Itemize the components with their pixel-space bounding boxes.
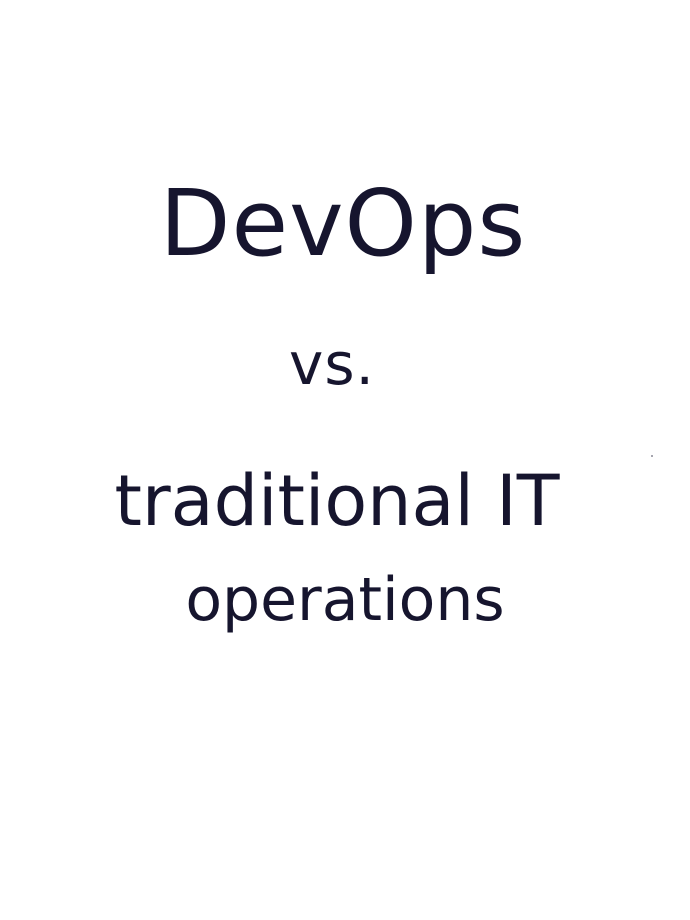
handwritten-operations: operations	[185, 565, 505, 635]
handwritten-title-devops: DevOps	[159, 170, 527, 277]
handwritten-traditional-it: traditional IT	[114, 460, 560, 542]
handwritten-versus: vs.	[289, 330, 375, 398]
stray-ink-dot	[651, 455, 653, 457]
